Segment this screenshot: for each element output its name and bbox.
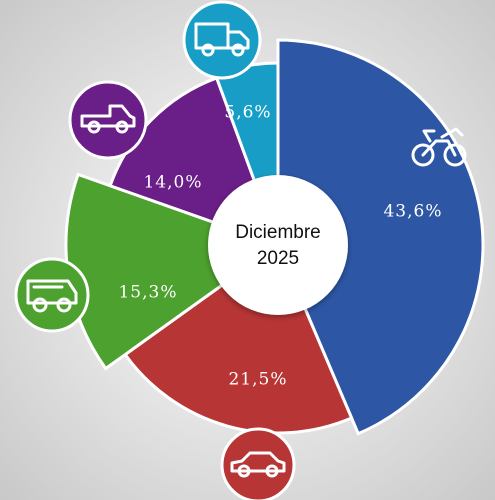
icon-wheel <box>237 464 251 478</box>
data-label: 14,0% <box>143 173 202 193</box>
icon-wheel <box>56 297 72 313</box>
icon-wheel <box>87 120 101 134</box>
vehicle-icon <box>26 279 78 313</box>
vehicle-icon <box>194 22 250 57</box>
icon-shape <box>26 279 78 305</box>
vehicle-icon <box>411 127 467 167</box>
icon-badge <box>182 0 262 80</box>
vehicle-icon <box>80 104 136 134</box>
icon-shape <box>421 127 464 157</box>
data-label: 5,6% <box>224 103 271 123</box>
center-label: 2025 <box>257 248 299 269</box>
icon-wheel <box>115 120 129 134</box>
data-label: 15,3% <box>118 283 177 303</box>
data-label: 43,6% <box>383 202 442 222</box>
icon-wheel <box>32 297 48 313</box>
icon-badge <box>220 427 296 500</box>
icon-shape <box>80 104 136 128</box>
icon-badge <box>14 257 90 333</box>
icon-wheel <box>443 143 467 167</box>
slice <box>276 38 485 436</box>
icon-shape <box>230 451 286 473</box>
icon-badge <box>68 80 148 160</box>
vehicle-icon <box>230 451 286 478</box>
icon-wheel <box>265 464 279 478</box>
icon-wheel <box>411 143 435 167</box>
labels: 43,6% 21,5% 15,3% 14,0% 5,6% <box>118 103 442 390</box>
icon-wheel <box>231 43 245 57</box>
icon-wheel <box>201 43 215 57</box>
center-label: Diciembre <box>235 222 321 243</box>
center-circle <box>208 175 348 315</box>
data-label: 21,5% <box>228 370 287 390</box>
icons <box>14 0 467 500</box>
